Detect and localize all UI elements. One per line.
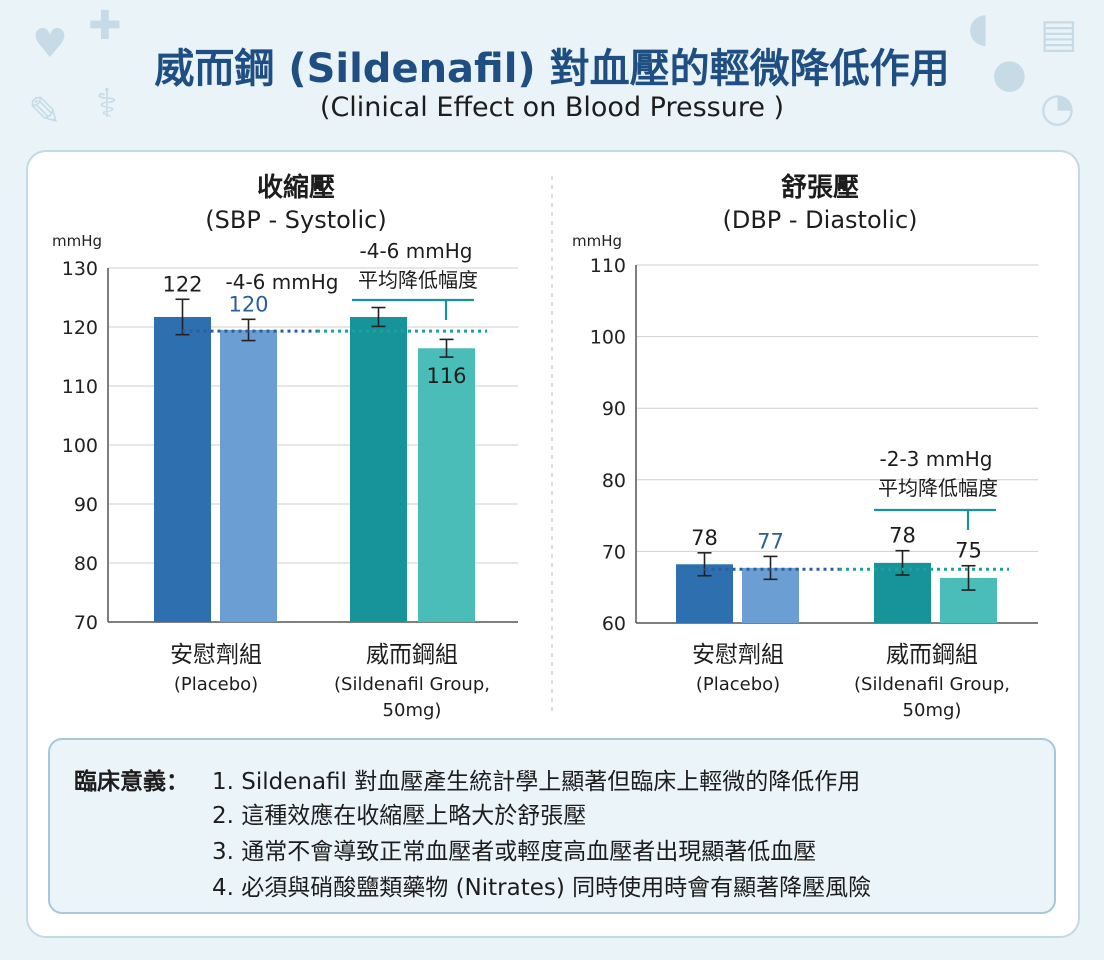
- y-tick-label: 70: [602, 541, 626, 563]
- data-label: 120: [228, 292, 268, 316]
- chart-subtitle: (DBP - Diastolic): [722, 206, 917, 234]
- bar: [418, 348, 475, 622]
- reduction-annotation: 平均降低幅度: [878, 476, 998, 500]
- stethoscope-icon: ◔: [1040, 85, 1075, 131]
- reduction-annotation: 平均降低幅度: [358, 268, 478, 292]
- chart-subtitle: (SBP - Systolic): [205, 206, 386, 234]
- y-tick-label: 80: [602, 470, 626, 492]
- x-category-sublabel: 50mg): [903, 700, 962, 721]
- y-tick-label: 120: [62, 317, 98, 339]
- reduction-annotation: -4-6 mmHg: [360, 239, 473, 263]
- clinical-notes-box: 臨床意義： 1. Sildenafil 對血壓產生統計學上顯著但臨床上輕微的降低…: [48, 738, 1056, 914]
- y-tick-label: 90: [74, 494, 98, 516]
- y-tick-label: 90: [602, 398, 626, 420]
- x-category-label: 威而鋼組: [886, 642, 978, 668]
- x-category-sublabel: 50mg): [383, 700, 442, 721]
- data-label: 78: [889, 524, 916, 548]
- x-category-sublabel: (Sildenafil Group,: [334, 674, 490, 695]
- x-category-sublabel: (Sildenafil Group,: [854, 674, 1010, 695]
- chart-title: 收縮壓: [257, 172, 335, 203]
- data-label: 78: [691, 526, 718, 550]
- notes-label: 臨床意義：: [74, 769, 189, 795]
- page-title: 威而鋼 (Sildenafil) 對血壓的輕微降低作用: [154, 46, 950, 92]
- chart-title: 舒張壓: [781, 172, 859, 203]
- y-tick-label: 110: [62, 376, 98, 398]
- y-axis-unit: mmHg: [52, 232, 102, 250]
- note-item-3: 3. 通常不會導致正常血壓者或輕度高血壓者出現顯著低血壓: [212, 839, 817, 865]
- note-item-2: 2. 這種效應在收縮壓上略大於舒張壓: [212, 803, 587, 829]
- bar: [350, 316, 407, 622]
- data-label: 77: [757, 529, 784, 553]
- reduction-annotation: -2-3 mmHg: [880, 447, 993, 471]
- bar: [154, 316, 211, 622]
- heart-icon: ♥: [32, 21, 68, 67]
- pill-icon: ✎: [28, 89, 62, 135]
- y-tick-label: 100: [62, 435, 98, 457]
- blood-drop-icon: ●: [992, 51, 1027, 97]
- x-category-label: 安慰劑組: [170, 642, 262, 668]
- y-tick-label: 110: [590, 255, 626, 277]
- page-subtitle: (Clinical Effect on Blood Pressure ): [319, 92, 785, 123]
- y-tick-label: 80: [74, 553, 98, 575]
- note-item-4: 4. 必須與硝酸鹽類藥物 (Nitrates) 同時使用時會有顯著降壓風險: [212, 875, 872, 901]
- x-category-sublabel: (Placebo): [696, 674, 780, 695]
- data-label: 116: [426, 364, 466, 388]
- note-item-1: 1. Sildenafil 對血壓產生統計學上顯著但臨床上輕微的降低作用: [212, 769, 861, 795]
- y-tick-label: 130: [62, 258, 98, 280]
- data-label: 122: [162, 272, 202, 296]
- reduction-annotation: -4-6 mmHg: [226, 270, 339, 294]
- y-tick-label: 70: [74, 612, 98, 634]
- y-tick-label: 100: [590, 327, 626, 349]
- pill-icon: ◖: [968, 5, 990, 51]
- x-category-sublabel: (Placebo): [174, 674, 258, 695]
- y-axis-unit: mmHg: [572, 232, 622, 250]
- x-category-label: 威而鋼組: [366, 642, 458, 668]
- first-aid-icon: ✚: [88, 3, 122, 49]
- y-tick-label: 60: [602, 613, 626, 635]
- pill-icon: ⚕: [96, 81, 118, 127]
- bar: [220, 329, 277, 622]
- x-category-label: 安慰劑組: [692, 642, 784, 668]
- data-label: 75: [955, 539, 982, 563]
- clipboard-icon: ▤: [1040, 11, 1078, 57]
